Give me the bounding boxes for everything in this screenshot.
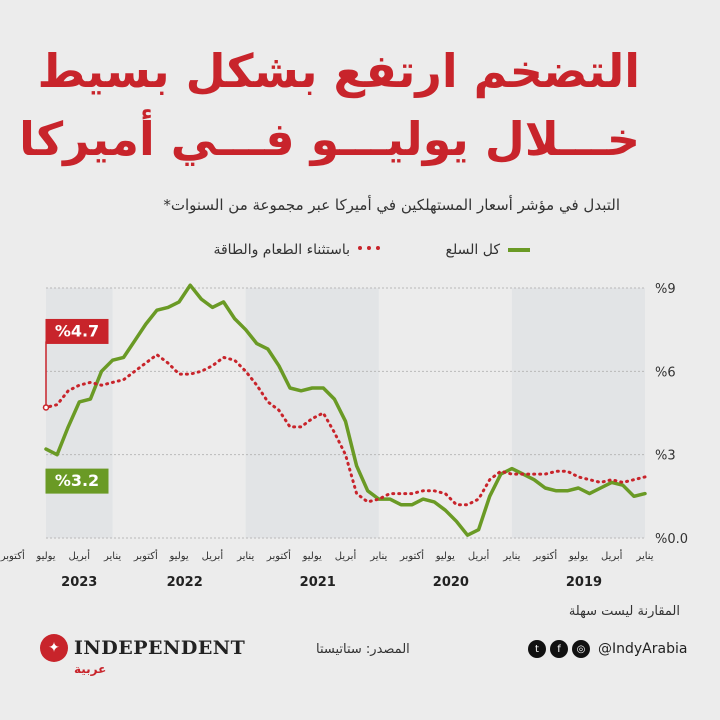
source-credit: المصدر: ستاتيستا (316, 642, 410, 657)
x-tick-label: أبريل (335, 549, 357, 562)
social-handle[interactable]: @IndyArabia (598, 641, 688, 657)
x-tick-label: أبريل (468, 549, 490, 562)
x-tick-label: يوليو (568, 551, 588, 562)
x-tick-label: أبريل (69, 549, 91, 562)
y-tick-label: %6 (655, 365, 676, 380)
brand-logo: ✦ INDEPENDENT (40, 634, 245, 662)
year-band (245, 288, 379, 538)
x-tick-label: أكتوبر (532, 549, 557, 562)
x-tick-label: أكتوبر (399, 549, 424, 562)
x-tick-label: أكتوبر (133, 549, 158, 562)
annotation-box-core (45, 318, 109, 344)
annotation-box-all_items (45, 468, 109, 494)
legend-all-items-label: كل السلع (445, 242, 500, 258)
x-tick-label: يناير (103, 551, 121, 562)
year-label: 2022 (167, 575, 203, 590)
x-tick-label: أكتوبر (266, 549, 291, 562)
annotation-dot (42, 404, 50, 411)
year-band (511, 288, 645, 538)
x-tick-label: يوليو (435, 551, 455, 562)
series-line-core (44, 353, 647, 507)
eagle-icon: ✦ (40, 634, 68, 662)
legend-core: باستثناء الطعام والطاقة (213, 242, 380, 258)
year-label: 2021 (300, 575, 336, 590)
year-label: 2019 (566, 575, 602, 590)
y-tick-label: %0.0 (655, 532, 688, 547)
inflation-chart: %0.0 %3 %6 %9 يناير أبريل يوليو أكتوبر يناير أبر… (0, 282, 688, 590)
brand-name: INDEPENDENT (74, 637, 246, 659)
x-tick-label: يناير (635, 551, 653, 562)
x-tick-label: يناير (236, 551, 254, 562)
annotation-label-core: %4.7 (55, 321, 99, 340)
legend-all-items-swatch (508, 248, 530, 252)
facebook-icon[interactable]: f (550, 640, 568, 658)
series-line-all_items (44, 283, 647, 537)
instagram-icon[interactable]: ◎ (572, 640, 590, 658)
y-tick-label: %3 (655, 449, 676, 464)
x-tick-label: يناير (369, 551, 387, 562)
social-links: t f ◎ @IndyArabia (528, 640, 687, 658)
x-tick-label: يوليو (35, 551, 55, 562)
chart-subtitle: التبدل في مؤشر أسعار المستهلكين في أميرك… (163, 196, 620, 214)
x-tick-label: يوليو (169, 551, 189, 562)
annotation-label-all_items: %3.2 (55, 471, 99, 490)
x-tick-label: أبريل (202, 549, 224, 562)
footnote: المقارنة ليست سهلة (568, 604, 680, 619)
x-tick-label: أبريل (601, 549, 623, 562)
year-label: 2020 (433, 575, 469, 590)
legend-core-swatch (358, 246, 380, 254)
y-tick-label: %9 (655, 282, 676, 297)
chart-title-line-1: التضخم ارتفع بشكل بسيط (37, 44, 640, 98)
x-tick-label: يناير (502, 551, 520, 562)
x-tick-label: أكتوبر (0, 549, 25, 562)
brand-sub: عربية (74, 662, 107, 676)
chart-title-line-2: خـــلال يوليـــو فـــي أميركا (19, 112, 640, 166)
legend-all-items: كل السلع (446, 242, 530, 258)
twitter-icon[interactable]: t (528, 640, 546, 658)
legend-core-label: باستثناء الطعام والطاقة (213, 242, 350, 258)
year-label: 2023 (61, 575, 97, 590)
x-tick-label: يوليو (302, 551, 322, 562)
